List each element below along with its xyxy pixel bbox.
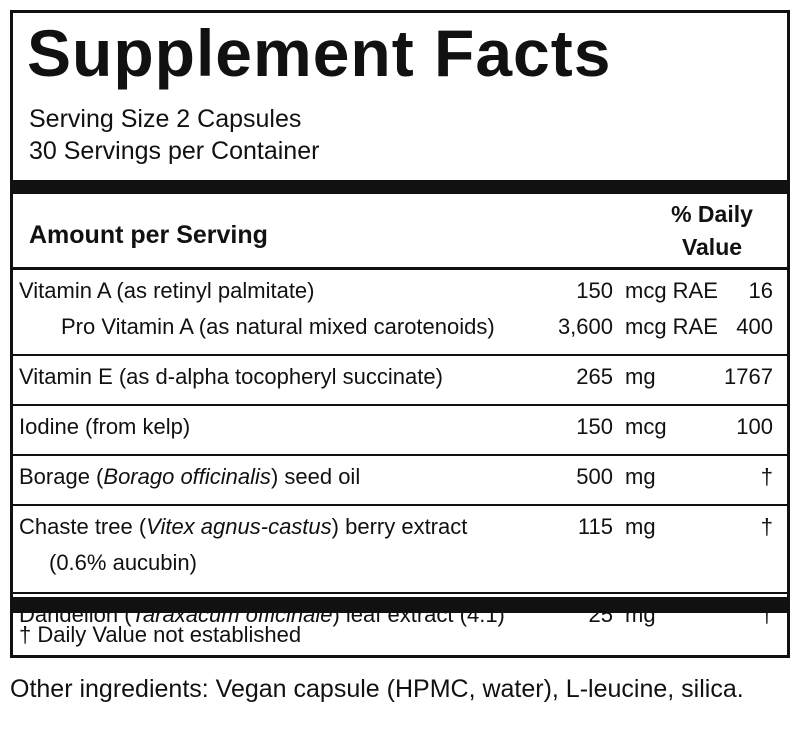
footnote: † Daily Value not established [19,622,302,647]
ingredient-name: Dandelion (Taraxacum officinale) leaf ex… [19,602,505,628]
daily-value: 16 [748,278,773,303]
unit: mcg [625,414,667,439]
name-part: Borage ( [19,464,104,489]
ingredient-name: Vitamin A (as retinyl palmitate) [19,278,315,304]
amount-header: Amount per Serving [29,221,268,249]
name-part: ) berry extract [331,514,468,539]
name-part: Vitex agnus-castus [146,514,332,539]
amount: 150 [576,278,613,303]
ingredient-name: Pro Vitamin A (as natural mixed caroteno… [61,314,495,340]
name-part: Dandelion ( [19,602,132,627]
ingredient-note: (0.6% aucubin) [49,550,197,575]
name-part: Chaste tree ( [19,514,147,539]
amount: 500 [576,464,613,489]
serving-size: Serving Size 2 Capsules [29,105,302,133]
row-rule [13,404,787,406]
unit: mg [625,464,656,489]
daily-value: 400 [736,314,773,339]
title: Supplement Facts [27,16,612,90]
amount: 115 [577,514,613,539]
name-part: Borago officinalis [103,464,271,489]
dv-header: % Daily Value [671,201,753,260]
unit: mg [625,602,656,627]
daily-value: 1767 [724,364,773,389]
name-part: Vitamin A (as retinyl palmitate) [19,278,315,303]
ingredient-name: Iodine (from kelp) [19,414,190,440]
row-rule [13,354,787,356]
amount: 3,600 [557,314,613,339]
daily-value: † [760,602,773,627]
facts-panel: Supplement Facts Serving Size 2 Capsules… [10,10,790,658]
unit: mcg RAE [625,278,718,303]
name-part: Iodine (from kelp) [19,414,191,439]
other-ingredients: Other ingredients: Vegan capsule (HPMC, … [10,675,744,703]
unit: mcg RAE [625,314,718,339]
daily-value: † [760,464,773,489]
servings-per-container: 30 Servings per Container [29,137,320,165]
daily-value: † [760,514,773,539]
name-part: Pro Vitamin A (as natural mixed caroteno… [61,314,495,339]
name-part: Taraxacum officinale [131,602,333,627]
unit: mg [625,514,656,539]
daily-value: 100 [736,414,773,439]
amount: 265 [576,364,613,389]
row-rule [13,504,787,506]
amount: 25 [588,602,613,627]
unit: mg [625,364,656,389]
row-rule [13,592,787,594]
name-part: Vitamin E (as d-alpha tocopheryl succina… [19,364,443,389]
name-part: ) seed oil [270,464,361,489]
name-part: ) leaf extract (4:1) [332,602,505,627]
row-rule [13,454,787,456]
thick-rule [13,597,787,613]
ingredient-name: Chaste tree (Vitex agnus-castus) berry e… [19,514,467,540]
header-rule [13,267,787,270]
amount: 150 [576,414,613,439]
thick-rule [13,180,787,194]
ingredient-name: Vitamin E (as d-alpha tocopheryl succina… [19,364,443,390]
ingredient-name: Borage (Borago officinalis) seed oil [19,464,360,490]
